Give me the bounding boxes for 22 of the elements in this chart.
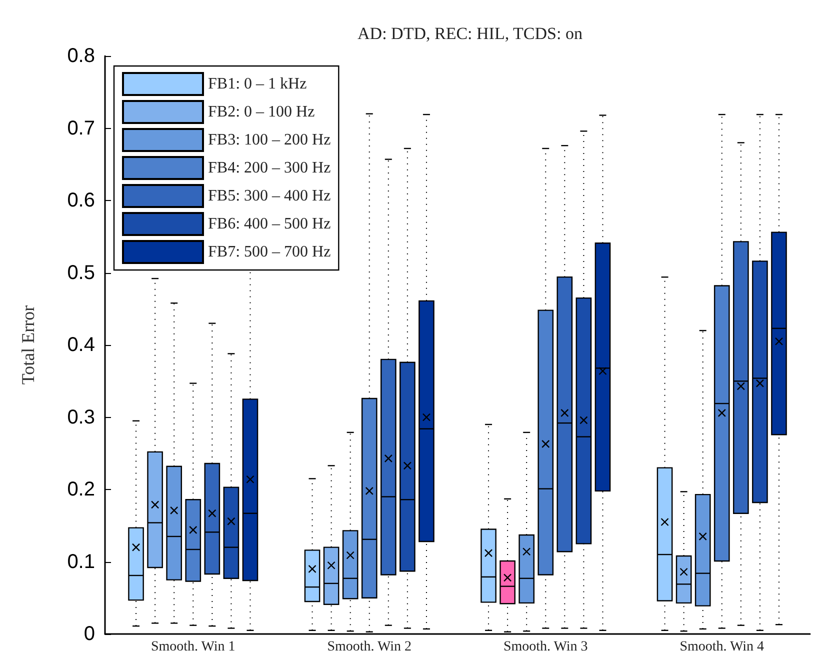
y-tick-label: 0 <box>84 623 95 645</box>
x-tick-label: Smooth. Win 4 <box>680 640 764 654</box>
y-tick-label: 0.3 <box>67 406 95 428</box>
x-tick-label: Smooth. Win 2 <box>327 640 412 654</box>
legend-label: FB3: 100 – 200 Hz <box>208 132 331 148</box>
y-tick-label: 0.4 <box>67 334 95 356</box>
x-tick-label: Smooth. Win 1 <box>150 640 236 654</box>
legend-label: FB4: 200 – 300 Hz <box>208 160 331 176</box>
y-tick-label: 0.6 <box>67 190 95 212</box>
y-tick-label: 0.7 <box>67 117 95 140</box>
y-tick-label: 0.5 <box>67 262 95 284</box>
y-tick-label: 0.8 <box>67 45 95 67</box>
legend-label: FB7: 500 – 700 Hz <box>208 244 331 260</box>
legend-label: FB6: 400 – 500 Hz <box>208 216 331 232</box>
x-tick-label: Smooth. Win 3 <box>503 640 588 654</box>
legend-label: FB2: 0 – 100 Hz <box>208 104 315 120</box>
legend-label: FB5: 300 – 400 Hz <box>208 188 331 204</box>
y-tick-label: 0.1 <box>67 550 95 573</box>
y-axis-title: Total Error <box>18 305 38 385</box>
y-tick-label: 0.2 <box>67 478 95 500</box>
chart-title: AD: DTD, REC: HIL, TCDS: on <box>358 24 583 43</box>
legend-label: FB1: 0 – 1 kHz <box>208 76 307 92</box>
